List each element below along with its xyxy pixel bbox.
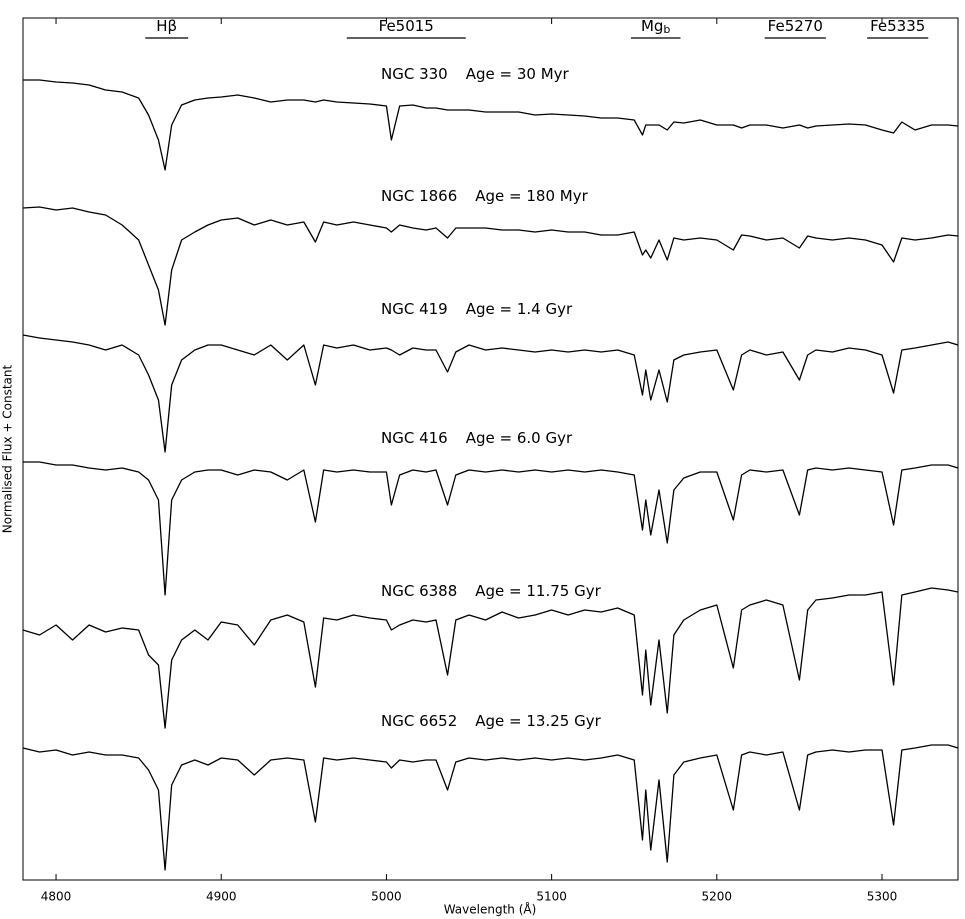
spectrum-line [23, 461, 959, 596]
band-label: Fe5270 [768, 17, 823, 35]
spectrum-name: NGC 6388 [381, 582, 457, 600]
band-label-text: Fe5270 [768, 17, 823, 35]
band-label-text: Hβ [156, 17, 177, 35]
y-axis-label: Normalised Flux + Constant [1, 365, 15, 534]
band-label: Hβ [156, 17, 177, 35]
spectrum-label: NGC 6652 Age = 13.25 Gyr [381, 712, 602, 730]
x-tick-label: 5000 [371, 890, 402, 904]
spectrum-name: NGC 330 [381, 65, 448, 83]
band-label-subscript: b [663, 23, 670, 36]
band-label: Fe5015 [379, 17, 434, 35]
spectrum-line [22, 206, 959, 326]
spectrum-label: NGC 330 Age = 30 Myr [381, 65, 570, 83]
spectrum-label: NGC 6388 Age = 11.75 Gyr [381, 582, 602, 600]
band-label-text: Mg [641, 17, 663, 35]
x-tick-label: 4900 [206, 890, 237, 904]
x-axis-label: Wavelength (Å) [444, 902, 537, 917]
plot-frame [22, 17, 959, 881]
spectrum-name: NGC 6652 [381, 712, 457, 730]
spectrum-label: NGC 419 Age = 1.4 Gyr [381, 300, 573, 318]
band-label: Fe5335 [870, 17, 925, 35]
spectrum-name: NGC 1866 [381, 187, 457, 205]
spectrum-line [22, 587, 959, 729]
x-tick-label: 4800 [41, 890, 72, 904]
band-label-text: Fe5335 [870, 17, 925, 35]
spectrum-age: Age = 13.25 Gyr [475, 712, 601, 730]
band-label: Mgb [641, 17, 670, 37]
spectrum-age: Age = 30 Myr [466, 65, 570, 83]
spectrum-name: NGC 419 [381, 300, 448, 318]
spectrum-age: Age = 6.0 Gyr [466, 429, 573, 447]
x-tick-label: 5300 [867, 890, 898, 904]
band-label-text: Fe5015 [379, 17, 434, 35]
spectrum-line [23, 79, 959, 171]
spectrum-label: NGC 416 Age = 6.0 Gyr [381, 429, 573, 447]
spectrum-name: NGC 416 [381, 429, 448, 447]
spectrum-age: Age = 180 Myr [475, 187, 588, 205]
x-tick-label: 5100 [536, 890, 567, 904]
spectrum-line [22, 744, 959, 871]
spectrum-age: Age = 1.4 Gyr [466, 300, 573, 318]
x-tick-label: 5200 [702, 890, 733, 904]
spectrum-age: Age = 11.75 Gyr [475, 582, 601, 600]
spectrum-label: NGC 1866 Age = 180 Myr [381, 187, 589, 205]
spectrum-line [22, 334, 959, 453]
